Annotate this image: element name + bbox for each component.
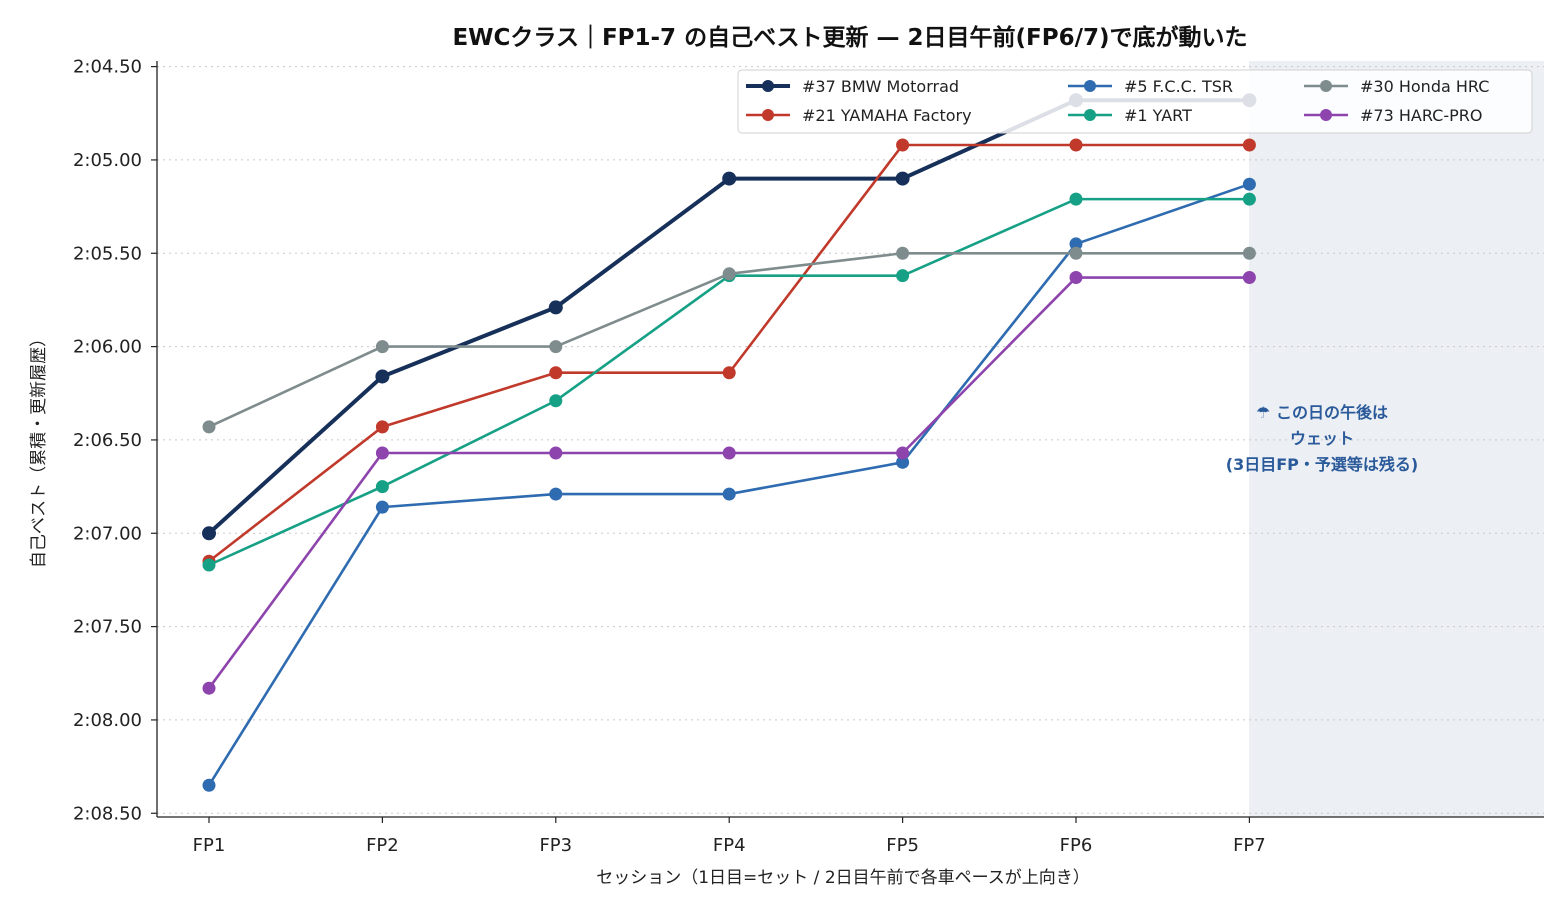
data-point: [202, 681, 216, 695]
data-point: [896, 269, 910, 283]
data-point: [722, 366, 736, 380]
data-point: [202, 558, 216, 572]
data-point: [1242, 192, 1256, 206]
series--5-f-c-c-tsr: [202, 177, 1256, 792]
series--1-yart: [202, 192, 1256, 572]
legend-swatch-marker: [1320, 109, 1332, 121]
data-point: [722, 446, 736, 460]
data-point: [1242, 177, 1256, 191]
y-tick-label: 2:08.50: [73, 803, 142, 824]
x-tick-label: FP2: [366, 835, 399, 856]
data-point: [202, 526, 216, 541]
data-point: [548, 300, 563, 315]
data-point: [722, 171, 737, 186]
series--37-bmw-motorrad: [202, 93, 1257, 541]
x-axis-label: セッション（1日目=セット / 2日目午前で各車ペースが上向き）: [596, 868, 1090, 888]
x-tick-label: FP1: [193, 835, 226, 856]
data-point: [896, 138, 910, 152]
legend-swatch-marker: [1084, 80, 1096, 92]
legend-label: #37 BMW Motorrad: [802, 77, 959, 96]
series-line: [207, 98, 1250, 535]
data-point: [375, 420, 389, 434]
wet-annotation: ☂ この日の午後は ウェット (3日目FP・予選等は残る): [1226, 403, 1418, 474]
x-tick-label: FP5: [886, 835, 919, 856]
legend-label: #5 F.C.C. TSR: [1124, 77, 1233, 96]
data-point: [1069, 246, 1083, 260]
legend-swatch-marker: [762, 80, 774, 92]
data-point: [375, 369, 390, 384]
y-axis-ticks: 2:04.50 2:05.00 2:05.50 2:06.00 2:06.50 2:07.…: [73, 57, 157, 824]
data-point: [1242, 246, 1256, 260]
legend-label: #73 HARC-PRO: [1360, 106, 1482, 125]
legend-swatch-marker: [762, 109, 774, 121]
data-point: [549, 446, 563, 460]
data-point: [549, 394, 563, 408]
data-point: [1069, 237, 1083, 251]
y-tick-label: 2:07.00: [73, 523, 142, 544]
legend-label: #1 YART: [1124, 106, 1192, 125]
annotation-line-2: ウェット: [1290, 429, 1354, 448]
legend-swatch-marker: [1084, 109, 1096, 121]
series--21-yamaha-factory: [202, 138, 1256, 568]
data-point: [896, 446, 910, 460]
data-point: [895, 171, 910, 186]
data-point: [1069, 138, 1083, 152]
x-axis-ticks: FP1 FP2 FP3 FP4 FP5 FP6 FP7: [193, 817, 1266, 856]
y-tick-label: 2:07.50: [73, 617, 142, 638]
x-tick-label: FP3: [539, 835, 572, 856]
data-point: [375, 480, 389, 494]
data-point: [722, 487, 736, 501]
legend: #37 BMW Motorrad #5 F.C.C. TSR #30 Honda H…: [737, 69, 1533, 134]
legend-swatch-marker: [1320, 80, 1332, 92]
y-tick-label: 2:04.50: [73, 57, 142, 78]
y-tick-label: 2:05.50: [73, 243, 142, 264]
legend-label: #30 Honda HRC: [1360, 77, 1489, 96]
data-point: [202, 778, 216, 792]
x-tick-label: FP4: [713, 835, 746, 856]
data-point: [1242, 138, 1256, 152]
x-tick-label: FP7: [1233, 835, 1266, 856]
annotation-line-3: (3日目FP・予選等は残る): [1226, 455, 1418, 474]
data-point: [1069, 271, 1083, 285]
data-point: [375, 446, 389, 460]
x-tick-label: FP6: [1060, 835, 1093, 856]
y-axis-label: 自己ベスト（累積・更新履歴）: [29, 330, 49, 568]
y-tick-label: 2:08.00: [73, 710, 142, 731]
y-tick-label: 2:05.00: [73, 150, 142, 171]
y-tick-label: 2:06.00: [73, 337, 142, 358]
data-point: [1242, 271, 1256, 285]
series--30-honda-hrc: [202, 246, 1256, 434]
data-point: [1069, 192, 1083, 206]
data-point: [722, 267, 736, 281]
chart-title: EWCクラス｜FP1-7 の自己ベスト更新 — 2日目午前(FP6/7)で底が動…: [452, 24, 1247, 51]
data-point: [549, 340, 563, 354]
series--73-harc-pro: [202, 271, 1256, 695]
y-tick-label: 2:06.50: [73, 430, 142, 451]
data-point: [202, 420, 216, 434]
data-point: [896, 246, 910, 260]
legend-label: #21 YAMAHA Factory: [802, 106, 972, 125]
series-layer: [202, 93, 1257, 792]
data-point: [549, 366, 563, 380]
data-point: [375, 500, 389, 514]
wet-afternoon-shade: [1249, 61, 1544, 817]
annotation-line-1: ☂ この日の午後は: [1256, 403, 1388, 422]
data-point: [375, 340, 389, 354]
data-point: [896, 455, 910, 469]
data-point: [549, 487, 563, 501]
